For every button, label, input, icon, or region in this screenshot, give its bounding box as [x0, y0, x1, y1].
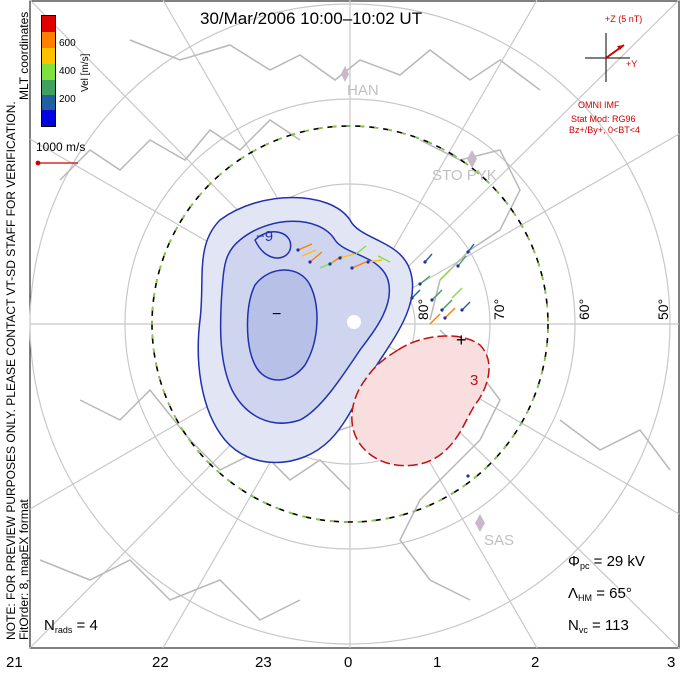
- contour-neg-inner: [246, 269, 318, 381]
- imf-condition: Bz+/By+, 0<BT<4: [569, 125, 641, 135]
- lat-label-80: 80°: [415, 298, 431, 320]
- colorbar-segment-3: [42, 48, 55, 64]
- lat-label-70: 70°: [491, 298, 507, 320]
- phi-subscript: pc: [579, 561, 590, 571]
- n-vc-symbol: N: [568, 617, 579, 634]
- preview-note: NOTE: FOR PREVIEW PURPOSES ONLY. PLEASE …: [4, 101, 18, 640]
- colorbar-title: Vel [m/s]: [80, 53, 91, 92]
- imf-model: Stat Mod: RG96: [571, 114, 636, 124]
- contour-label-3: 3: [470, 372, 479, 389]
- n-rads-value: = 4: [76, 617, 98, 634]
- colorbar-segment-2: [42, 32, 55, 48]
- mlt-label-0: 0: [344, 654, 353, 671]
- mlt-label-1: 1: [433, 654, 442, 671]
- vector-origins: [296, 248, 470, 478]
- lambda-subscript: HM: [578, 593, 593, 603]
- lat-label-60: 60°: [576, 298, 592, 320]
- imf-by-label: +Y: [626, 59, 638, 69]
- contour-label-neg-9: −9: [256, 228, 274, 245]
- cross-polar-potential: Φpc = 29 kV: [568, 553, 645, 571]
- velocity-colorbar: [41, 15, 56, 127]
- potential-max-marker: +: [456, 330, 467, 350]
- coordinate-note: MLT coordinates: [17, 11, 31, 100]
- n-rads-subscript: rads: [54, 625, 73, 635]
- colorbar-tick-400: 400: [59, 66, 76, 77]
- n-vc-value: = 113: [592, 617, 629, 634]
- n-vc-subscript: vc: [578, 625, 588, 635]
- mlt-label-2: 2: [531, 654, 540, 671]
- mlt-label-22: 22: [152, 654, 169, 671]
- scale-vector-label: 1000 m/s: [36, 140, 86, 154]
- colorbar-segment-6: [42, 95, 55, 110]
- velocity-vectors: [297, 243, 475, 325]
- mlt-label-23: 23: [255, 654, 272, 671]
- radar-sas: SAS: [484, 532, 515, 549]
- positive-potential-cell: [351, 335, 490, 467]
- imf-source: OMNI IMF: [578, 100, 620, 110]
- imf-bz-label: +Z (5 nT): [605, 14, 643, 24]
- mlt-label-3: 3: [667, 654, 676, 671]
- potential-min-marker: −: [272, 306, 282, 323]
- radar-han: HAN: [347, 82, 379, 99]
- negative-potential-cell: [197, 196, 414, 464]
- radar-count: Nrads = 4: [44, 617, 98, 635]
- colorbar-tick-600: 600: [59, 38, 76, 49]
- colorbar-segment-5: [42, 80, 55, 95]
- colorbar-tick-200: 200: [59, 94, 76, 105]
- colorbar-segment-4: [42, 64, 55, 80]
- mlt-label-21: 21: [6, 654, 23, 671]
- radar-sites: [341, 66, 485, 532]
- lambda-symbol: Λ: [568, 585, 579, 602]
- phi-symbol: Φ: [568, 553, 580, 570]
- radar-sto-pyk: STO PYK: [432, 167, 497, 184]
- phi-value: = 29 kV: [593, 553, 645, 570]
- coastlines: [39, 39, 671, 621]
- fit-order-note: FitOrder: 8, mapEX format: [17, 499, 31, 640]
- map-title: 30/Mar/2006 10:00–10:02 UT: [200, 9, 423, 28]
- vector-count: Nvc = 113: [568, 617, 629, 635]
- n-rads-symbol: N: [44, 617, 55, 634]
- lambda-value: = 65°: [596, 585, 632, 602]
- colorbar-segment-7: [42, 110, 55, 126]
- hmb-latitude: ΛHM = 65°: [568, 585, 632, 603]
- lat-label-50: 50°: [655, 298, 671, 320]
- scale-vector: [35, 160, 78, 166]
- colorbar-segment-1: [42, 16, 55, 32]
